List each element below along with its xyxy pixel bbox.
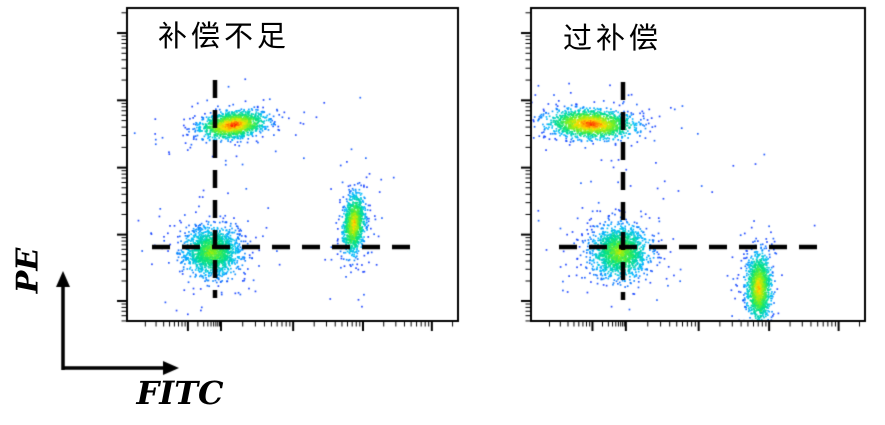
right-plot-title: 过补偿 — [563, 23, 663, 55]
left-plot-title: 补偿不足 — [158, 21, 291, 53]
y-axis-label-pe: PE — [10, 247, 46, 294]
x-axis-label-fitc: FITC — [136, 374, 224, 412]
